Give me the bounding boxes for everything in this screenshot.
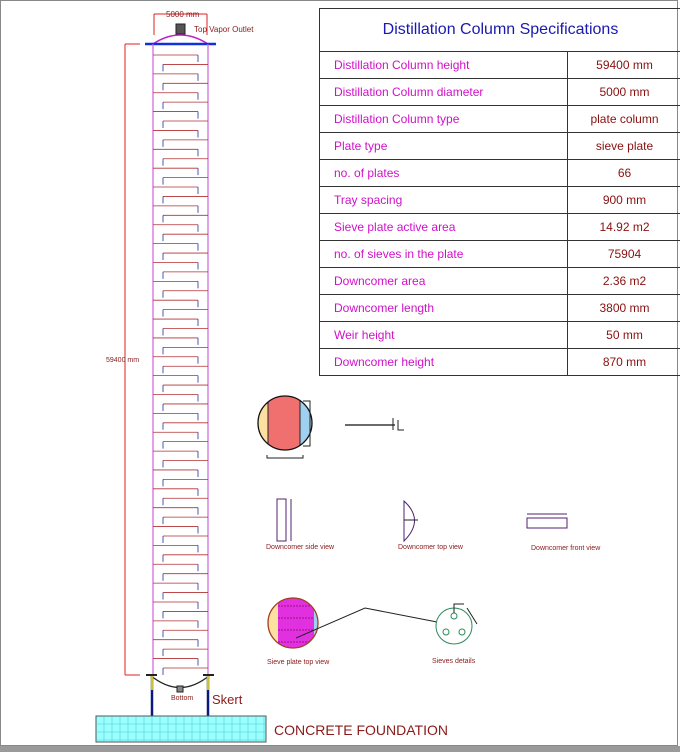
spec-label: Distillation Column height xyxy=(319,51,568,79)
spec-label: Downcomer height xyxy=(319,348,568,376)
spec-label: Plate type xyxy=(319,132,568,160)
spec-value: 900 mm xyxy=(567,186,680,214)
spec-label: no. of plates xyxy=(319,159,568,187)
height-label: 59400 mm xyxy=(106,357,139,364)
table-row: Downcomer height 870 mm xyxy=(319,348,680,376)
downcomer-front-label: Downcomer front view xyxy=(531,545,601,552)
spec-value: 14.92 m2 xyxy=(567,213,680,241)
spec-value: 2.36 m2 xyxy=(567,267,680,295)
spec-value: 3800 mm xyxy=(567,294,680,322)
spec-value: plate column xyxy=(567,105,680,133)
downcomer-top-label: Downcomer top view xyxy=(398,544,464,551)
spec-label: Downcomer area xyxy=(319,267,568,295)
sieves-details-view xyxy=(435,603,478,645)
detail-leader-line xyxy=(295,607,438,639)
table-row: Sieve plate active area 14.92 m2 xyxy=(319,213,680,241)
spec-label: Weir height xyxy=(319,321,568,349)
height-dimension xyxy=(124,43,140,676)
table-row: Downcomer length 3800 mm xyxy=(319,294,680,322)
spec-value: 75904 xyxy=(567,240,680,268)
spec-label: Downcomer length xyxy=(319,294,568,322)
downcomer-side-label: Downcomer side view xyxy=(266,544,335,551)
bottom-label: Bottom xyxy=(171,695,193,702)
spec-label: Sieve plate active area xyxy=(319,213,568,241)
foundation-label: CONCRETE FOUNDATION xyxy=(274,722,448,738)
specifications-table: Distillation Column Specifications Disti… xyxy=(319,8,680,376)
table-row: Weir height 50 mm xyxy=(319,321,680,349)
spec-label: Distillation Column type xyxy=(319,105,568,133)
spec-label: Distillation Column diameter xyxy=(319,78,568,106)
spec-value: 5000 mm xyxy=(567,78,680,106)
spec-value: 66 xyxy=(567,159,680,187)
table-row: Distillation Column type plate column xyxy=(319,105,680,133)
spec-value: 50 mm xyxy=(567,321,680,349)
bottom-bar xyxy=(0,746,680,752)
table-row: Distillation Column diameter 5000 mm xyxy=(319,78,680,106)
table-row: no. of plates 66 xyxy=(319,159,680,187)
table-row: no. of sieves in the plate 75904 xyxy=(319,240,680,268)
diameter-label: 5000 mm xyxy=(166,10,200,19)
skirt-label: Skert xyxy=(212,692,243,707)
concrete-foundation xyxy=(95,715,267,743)
trays xyxy=(153,54,208,675)
table-row: Tray spacing 900 mm xyxy=(319,186,680,214)
sieve-plate-top-view xyxy=(267,597,319,649)
table-row: Distillation Column height 59400 mm xyxy=(319,51,680,79)
downcomer-front-view xyxy=(526,517,568,529)
spec-label: no. of sieves in the plate xyxy=(319,240,568,268)
spec-label: Tray spacing xyxy=(319,186,568,214)
downcomer-side-view xyxy=(276,498,287,542)
top-head xyxy=(152,34,209,45)
diameter-dimension xyxy=(153,13,208,35)
sieves-details-label: Sieves details xyxy=(432,658,476,665)
table-row: Plate type sieve plate xyxy=(319,132,680,160)
table-row: Downcomer area 2.36 m2 xyxy=(319,267,680,295)
bottom-nozzle xyxy=(176,685,184,693)
plate-section-view xyxy=(257,395,404,459)
spec-value: 870 mm xyxy=(567,348,680,376)
sieve-plate-top-label: Sieve plate top view xyxy=(267,659,330,666)
spec-value: sieve plate xyxy=(567,132,680,160)
spec-value: 59400 mm xyxy=(567,51,680,79)
top-vapor-outlet-label: Top Vapor Outlet xyxy=(194,25,254,34)
table-title: Distillation Column Specifications xyxy=(319,8,680,52)
top-vapor-outlet-nozzle xyxy=(175,23,186,35)
downcomer-top-view xyxy=(403,499,415,543)
